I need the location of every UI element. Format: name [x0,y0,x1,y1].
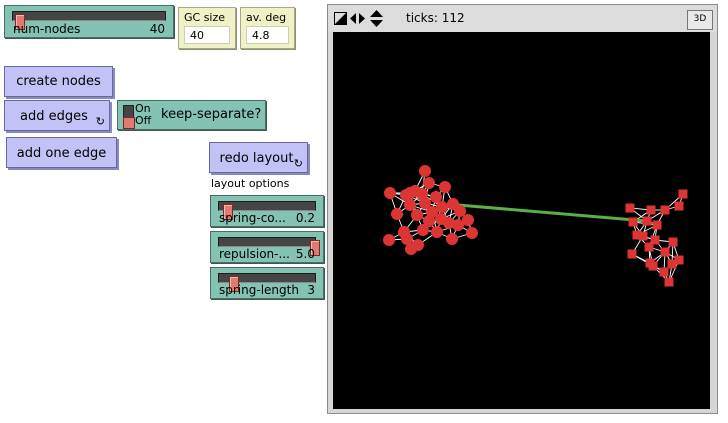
slider-value: 40 [149,22,165,36]
network-node [443,217,455,229]
monitor-value: 4.8 [246,26,289,44]
network-node [660,205,670,215]
add-edges-button[interactable]: add edges ↻ [4,100,110,131]
network-node [419,197,431,209]
network-node [454,205,466,217]
network-node [436,201,448,213]
network-node [411,209,423,221]
slider-track[interactable] [218,201,316,220]
world-view: ticks: 112 3D [327,4,718,414]
network-node [419,165,431,177]
ticks-counter: ticks: 112 [406,11,465,25]
bridge-edge [457,203,648,223]
network-node [404,199,416,211]
network-node [632,230,642,240]
network-node [660,247,670,257]
network-node [638,231,648,241]
network-node [391,208,403,220]
slider-value: 3 [307,283,315,297]
slider-handle[interactable] [310,240,320,256]
repulsion-slider[interactable]: repulsion-... 5.0 [210,231,324,263]
network-node [423,215,435,227]
network-node [628,217,638,227]
network-node [659,267,669,277]
network-node [404,187,416,199]
network-node [625,203,635,213]
monitor-label: GC size [184,11,226,24]
network-node [423,177,435,189]
button-label: create nodes [16,74,101,89]
network-node [664,277,674,287]
monitor-label: av. deg [246,11,287,24]
network-node [405,243,417,255]
network-node [384,187,396,199]
left-right-arrows-icon[interactable] [350,12,365,25]
network-node [678,189,688,199]
slider-track[interactable] [218,273,316,292]
network-node [462,214,474,226]
add-one-edge-button[interactable]: add one edge [6,137,117,168]
network-node [466,227,478,239]
slider-label: spring-co... [219,211,286,225]
keep-separate-switch[interactable]: On Off keep-separate? [117,100,266,130]
network-node [417,224,429,236]
network-node [627,249,637,259]
slider-track[interactable] [218,237,320,256]
slider-track[interactable] [12,11,166,30]
button-label: add one edge [16,146,107,161]
switch-label: keep-separate? [161,107,262,122]
network-node [668,237,678,247]
button-label: redo layout [219,151,294,166]
network-node [431,226,443,238]
monitor-value: 40 [184,26,230,44]
network-node [430,191,442,203]
network-node [446,233,458,245]
network-node [646,205,656,215]
button-label: add edges [20,109,88,124]
slider-handle[interactable] [15,14,25,30]
network-node [642,216,652,226]
forever-icon: ↻ [95,115,105,128]
slider-label: num-nodes [13,22,81,36]
slider-value: 0.2 [295,211,315,225]
network-node [667,259,677,269]
switch-knob[interactable] [123,117,135,129]
spring-constant-slider[interactable]: spring-co... 0.2 [210,195,324,227]
switch-track[interactable] [123,105,135,129]
slider-value: 5.0 [295,247,315,261]
network-node [650,235,660,245]
view-toolbar: ticks: 112 3D [328,5,717,32]
av-deg-monitor: av. deg 4.8 [240,7,295,49]
spring-length-slider[interactable]: spring-length 3 [210,267,324,299]
network-node [644,242,654,252]
network-graph [383,165,688,287]
slider-label: repulsion-... [219,247,290,261]
layout-options-label: layout options [211,177,290,190]
slider-handle[interactable] [229,276,239,292]
network-node [398,226,410,238]
up-down-arrows-icon[interactable] [370,10,383,27]
slider-label: spring-length [219,283,299,297]
switch-on-label: On [135,102,151,115]
network-node [383,234,395,246]
num-nodes-slider[interactable]: num-nodes 40 [4,5,174,38]
network-node [452,219,464,231]
switch-off-label: Off [135,114,152,127]
forever-icon: ↻ [293,157,303,170]
gc-size-monitor: GC size 40 [178,7,236,49]
network-node [674,201,684,211]
create-nodes-button[interactable]: create nodes [4,66,113,97]
view-control-icon[interactable] [334,12,347,25]
3d-button[interactable]: 3D [687,10,713,30]
network-node [674,255,684,265]
network-node [439,181,451,193]
world-canvas[interactable] [333,32,710,409]
network-node [648,261,658,271]
slider-handle[interactable] [223,204,233,220]
redo-layout-button[interactable]: redo layout ↻ [209,142,308,173]
network-node [652,220,662,230]
